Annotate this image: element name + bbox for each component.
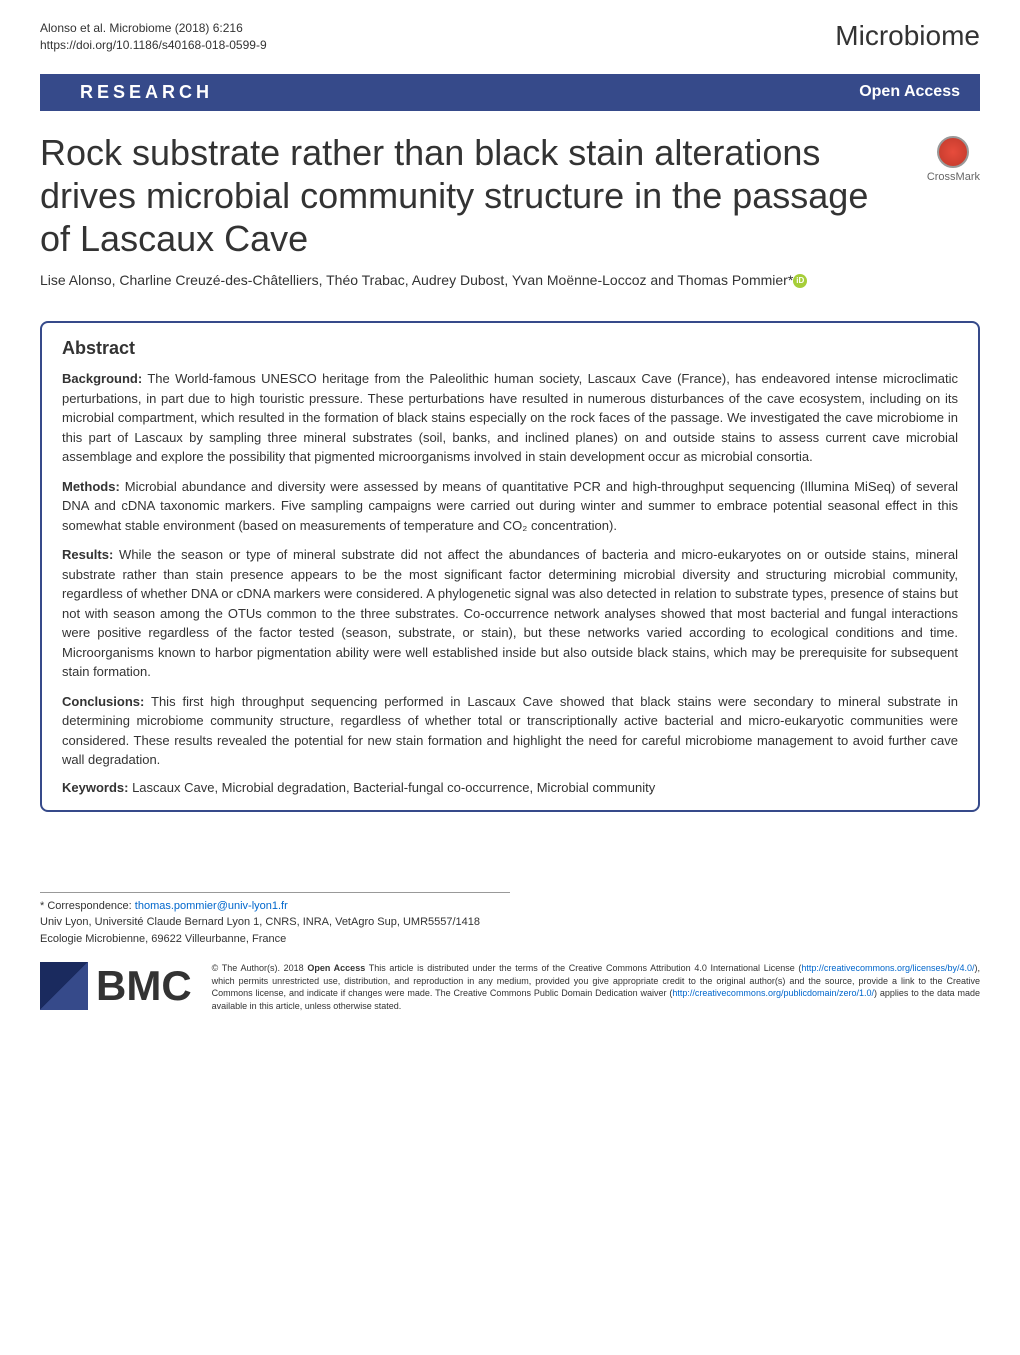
open-access-label: Open Access xyxy=(859,83,960,101)
citation-block: Alonso et al. Microbiome (2018) 6:216 ht… xyxy=(40,20,267,54)
abstract-methods: Methods: Microbial abundance and diversi… xyxy=(62,477,958,536)
keywords-text: Lascaux Cave, Microbial degradation, Bac… xyxy=(128,780,655,795)
research-bar: RESEARCH Open Access xyxy=(40,74,980,111)
license-bold: Open Access xyxy=(307,963,365,973)
citation-line1: Alonso et al. Microbiome (2018) 6:216 xyxy=(40,20,267,37)
license-prefix: © The Author(s). 2018 xyxy=(212,963,308,973)
conclusions-label: Conclusions: xyxy=(62,694,144,709)
crossmark-badge[interactable]: CrossMark xyxy=(927,136,980,183)
background-label: Background: xyxy=(62,371,142,386)
footer: * Correspondence: thomas.pommier@univ-ly… xyxy=(0,832,1020,1033)
license-link1[interactable]: http://creativecommons.org/licenses/by/4… xyxy=(801,963,974,973)
footer-bottom: BMC © The Author(s). 2018 Open Access Th… xyxy=(40,962,980,1012)
license-link2[interactable]: http://creativecommons.org/publicdomain/… xyxy=(672,988,874,998)
abstract-conclusions: Conclusions: This first high throughput … xyxy=(62,692,958,770)
correspondence-block: * Correspondence: thomas.pommier@univ-ly… xyxy=(40,892,510,948)
license-text1: This article is distributed under the te… xyxy=(365,963,801,973)
abstract-box: Abstract Background: The World-famous UN… xyxy=(40,321,980,812)
correspondence-email[interactable]: thomas.pommier@univ-lyon1.fr xyxy=(135,900,288,912)
bmc-square-icon xyxy=(40,962,88,1010)
results-label: Results: xyxy=(62,547,113,562)
affiliation: Univ Lyon, Université Claude Bernard Lyo… xyxy=(40,916,480,945)
orcid-icon[interactable] xyxy=(793,274,807,288)
abstract-title: Abstract xyxy=(62,338,958,359)
background-text: The World-famous UNESCO heritage from th… xyxy=(62,371,958,464)
keywords-label: Keywords: xyxy=(62,780,128,795)
conclusions-text: This first high throughput sequencing pe… xyxy=(62,694,958,768)
article-title: Rock substrate rather than black stain a… xyxy=(40,131,907,261)
bmc-logo: BMC xyxy=(40,962,192,1010)
results-text: While the season or type of mineral subs… xyxy=(62,547,958,679)
abstract-results: Results: While the season or type of min… xyxy=(62,545,958,682)
header: Alonso et al. Microbiome (2018) 6:216 ht… xyxy=(0,0,1020,64)
bmc-label: BMC xyxy=(96,962,192,1010)
journal-name: Microbiome xyxy=(835,20,980,52)
correspondence-prefix: * Correspondence: xyxy=(40,900,135,912)
keywords: Keywords: Lascaux Cave, Microbial degrad… xyxy=(62,780,958,795)
research-label: RESEARCH xyxy=(80,82,213,103)
methods-text: Microbial abundance and diversity were a… xyxy=(62,479,958,533)
title-section: Rock substrate rather than black stain a… xyxy=(0,111,1020,271)
crossmark-label: CrossMark xyxy=(927,171,980,183)
abstract-background: Background: The World-famous UNESCO heri… xyxy=(62,369,958,467)
authors-block: Lise Alonso, Charline Creuzé-des-Châtell… xyxy=(0,270,1020,311)
license-block: © The Author(s). 2018 Open Access This a… xyxy=(212,962,980,1012)
citation-line2: https://doi.org/10.1186/s40168-018-0599-… xyxy=(40,37,267,54)
methods-label: Methods: xyxy=(62,479,120,494)
crossmark-icon xyxy=(937,136,969,168)
authors-list: Lise Alonso, Charline Creuzé-des-Châtell… xyxy=(40,272,793,288)
